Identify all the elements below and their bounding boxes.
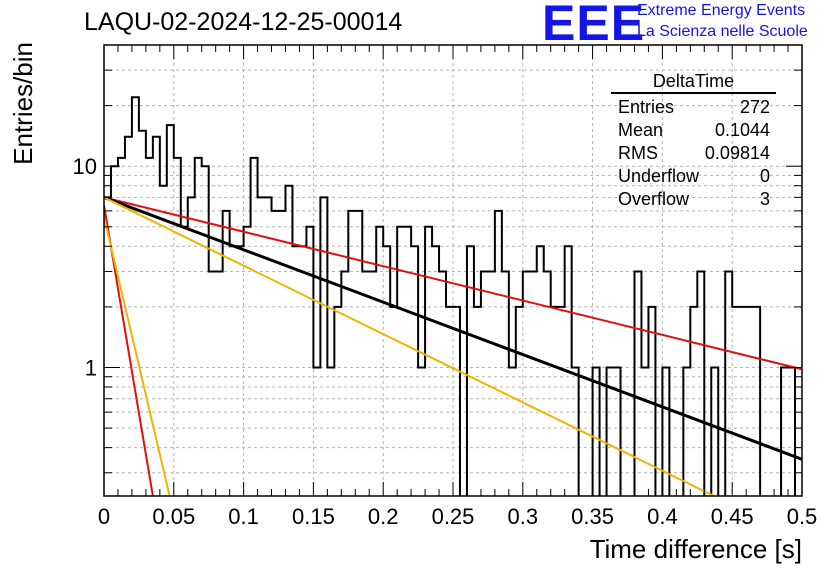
x-tick-label: 0.2 (368, 504, 399, 529)
fit-line-1 (104, 195, 802, 461)
stats-value: 272 (739, 97, 770, 117)
x-tick-label: 0.3 (508, 504, 539, 529)
x-tick-label: 0.15 (292, 504, 335, 529)
stats-title: DeltaTime (611, 70, 776, 94)
stats-value: 0 (759, 166, 770, 186)
stats-row-underflow: Underflow 0 (611, 165, 776, 188)
eee-logo: EEE (542, 0, 646, 51)
stats-row-entries: Entries 272 (611, 96, 776, 119)
chart-title: LAQU-02-2024-12-25-00014 (84, 8, 403, 36)
stats-value: 3 (759, 189, 770, 209)
stats-label: Mean (618, 120, 664, 140)
stats-row-mean: Mean 0.1044 (611, 119, 776, 142)
x-axis-title: Time difference [s] (590, 534, 802, 564)
x-tick-label: 0.35 (571, 504, 614, 529)
stats-row-overflow: Overflow 3 (611, 188, 776, 211)
y-axis-title: Entries/bin (8, 42, 38, 165)
histogram-steps (104, 96, 797, 496)
x-tick-label: 0.1 (228, 504, 259, 529)
stats-label: RMS (618, 143, 658, 163)
stats-box: DeltaTime Entries 272 Mean 0.1044 RMS 0.… (611, 70, 776, 211)
stats-value: 0.1044 (714, 120, 770, 140)
x-tick-label: 0.05 (152, 504, 195, 529)
logo-line-1: Extreme Energy Events (637, 2, 806, 19)
stats-row-rms: RMS 0.09814 (611, 142, 776, 165)
x-tick-label: 0 (98, 504, 110, 529)
x-tick-label: 0.5 (787, 504, 818, 529)
y-tick-label: 1 (85, 356, 97, 381)
stats-label: Entries (618, 97, 675, 117)
y-tick-label: 10 (73, 154, 97, 179)
stats-label: Overflow (618, 189, 690, 209)
fit-line-4 (104, 216, 171, 496)
fit-line-0 (104, 196, 802, 371)
fit-line-2 (104, 196, 715, 496)
logo-line-2: La Scienza nelle Scuole (637, 23, 808, 40)
x-tick-label: 0.25 (432, 504, 475, 529)
x-tick-label: 0.4 (647, 504, 678, 529)
x-tick-label: 0.45 (711, 504, 754, 529)
stats-value: 0.09814 (704, 143, 770, 163)
stats-label: Underflow (618, 166, 700, 186)
